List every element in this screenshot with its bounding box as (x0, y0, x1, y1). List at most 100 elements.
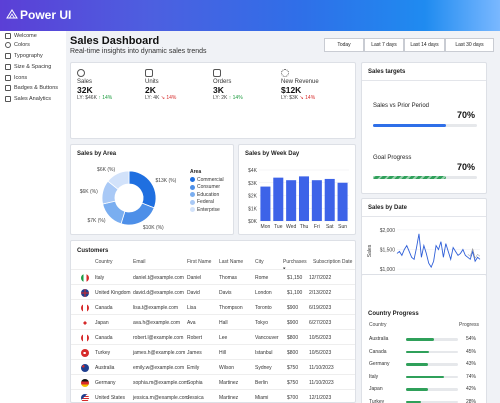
x-tick-label: Mon (261, 224, 271, 230)
box-icon (145, 69, 153, 77)
sidebar-item-typography[interactable]: Typography (5, 51, 43, 61)
kpi-units: Units 2K LY: 4K ↘ 14% (145, 69, 213, 101)
cell-purchases: $800 (287, 335, 299, 341)
x-tick-label: Fri (314, 224, 320, 230)
cell-city: Istanbul (255, 350, 273, 356)
column-header-last-name[interactable]: Last Name (219, 259, 244, 265)
table-row[interactable]: United Kingdom david.d@example.com David Da… (71, 284, 355, 300)
legend-swatch (190, 184, 195, 190)
cell-last-name: Lee (219, 335, 228, 341)
legend-item: Education (190, 191, 224, 199)
cell-city: Vancouver (255, 335, 279, 341)
bar (311, 180, 322, 221)
sidebar-item-size-spacing[interactable]: Size & Spacing (5, 62, 51, 72)
kpi-label: Sales (77, 79, 93, 85)
sidebar-item-sales-analytics[interactable]: Sales Analytics (5, 94, 51, 104)
app-title: Power UI (20, 8, 72, 22)
progress-track (406, 375, 458, 378)
pie-data-label: $10K (%) (143, 225, 164, 231)
progress-row: Australia 54% (362, 331, 486, 349)
sidebar: Welcome Colors Typography Size & Spacing… (0, 31, 66, 403)
flag-icon (81, 379, 89, 387)
table-row[interactable]: Italy daniel.t@example.com Daniel Thomas Rom… (71, 269, 355, 285)
cell-purchases: $800 (287, 350, 299, 356)
card-title: Sales by Date (368, 205, 408, 211)
legend-label: Education (197, 191, 220, 198)
column-header-progress: Progress (459, 322, 480, 328)
table-row[interactable]: United States jessica.m@example.com Jessic… (71, 389, 355, 402)
table-row[interactable]: Canada lisa.t@example.com Lisa Thompson Toro… (71, 299, 355, 315)
column-header-subscription-date[interactable]: Subscription Date (313, 259, 353, 265)
cell-city: Sydney (255, 365, 272, 371)
pie-slice (102, 200, 126, 225)
date-range-group: Today Last 7 days Last 14 days Last 30 d… (324, 38, 494, 52)
range-14-days-button[interactable]: Last 14 days (404, 38, 445, 52)
cell-last-name: Wilson (219, 365, 235, 371)
flag-icon (81, 334, 89, 342)
bar (273, 177, 284, 221)
cell-email: ava.h@example.com (133, 320, 181, 326)
flag-icon (81, 319, 89, 327)
table-row[interactable]: Germany sophia.m@example.com Sophia Martine… (71, 374, 355, 390)
cell-country: Turkey (95, 350, 111, 356)
column-header-purchases[interactable]: Purchases ▾ (283, 259, 307, 272)
column-header-country[interactable]: Country (95, 259, 113, 265)
cell-email: lisa.t@example.com (133, 305, 179, 311)
range-7-days-button[interactable]: Last 7 days (364, 38, 404, 52)
main-content: Sales Dashboard Real-time insights into … (66, 31, 500, 403)
pie-slice (120, 202, 155, 226)
customers-card: Customers Country Email First Name Last … (70, 240, 356, 403)
progress-row: Italy 74% (362, 369, 486, 387)
progress-fill (406, 400, 421, 403)
cell-first-name: David (187, 290, 200, 296)
progress-fill (406, 375, 445, 378)
cell-subscription-date: 10/5/2023 (309, 335, 332, 341)
cell-subscription-date: 11/10/2023 (309, 365, 334, 371)
sidebar-item-welcome[interactable]: Welcome (5, 31, 37, 41)
progress-country: Canada (369, 348, 387, 355)
sidebar-item-icons[interactable]: Icons (5, 73, 27, 83)
cell-email: robert.l@example.com (133, 335, 184, 341)
cell-country: United Kingdom (95, 290, 131, 296)
progress-row: Turkey 28% (362, 394, 486, 403)
progress-track (406, 338, 458, 341)
cell-first-name: Daniel (187, 275, 202, 281)
cell-country: Italy (95, 275, 105, 281)
pie-data-label: $6K (%) (80, 189, 98, 195)
range-30-days-button[interactable]: Last 30 days (445, 38, 494, 52)
range-today-button[interactable]: Today (324, 38, 364, 52)
cell-purchases: $900 (287, 305, 299, 311)
legend-label: Enterprise (197, 206, 220, 213)
sidebar-item-label: Typography (14, 53, 43, 59)
cell-purchases: $1,100 (287, 290, 303, 296)
grid-icon (5, 75, 11, 81)
column-header-first-name[interactable]: First Name (187, 259, 212, 265)
table-row[interactable]: Australia emily.w@example.com Emily Wilson S… (71, 359, 355, 375)
progress-track (406, 400, 458, 403)
sidebar-item-label: Badges & Buttons (14, 85, 59, 91)
sidebar-item-colors[interactable]: Colors (5, 40, 30, 50)
legend-item: Enterprise (190, 206, 224, 214)
table-row[interactable]: Canada robert.l@example.com Robert Lee Vanco… (71, 329, 355, 345)
cell-last-name: Martinez (219, 380, 239, 386)
cell-purchases: $750 (287, 380, 299, 386)
sidebar-item-label: Welcome (14, 33, 37, 39)
table-row[interactable]: Turkey james.h@example.com James Hill Istanb… (71, 344, 355, 360)
cell-first-name: Emily (187, 365, 200, 371)
x-tick-label: Thu (300, 224, 309, 230)
column-header-email[interactable]: Email (133, 259, 146, 265)
sidebar-item-badges-buttons[interactable]: Badges & Buttons (5, 83, 58, 93)
legend-label: Commercial (197, 176, 224, 183)
dollar-icon (77, 69, 85, 77)
table-row[interactable]: Japan ava.h@example.com Ava Hall Tokyo $900 6/… (71, 314, 355, 330)
kpi-label: Units (145, 79, 159, 85)
y-tick-label: $2K (248, 194, 258, 200)
flag-icon (81, 394, 89, 402)
cell-email: sophia.m@example.com (133, 380, 189, 386)
column-header-city[interactable]: City (255, 259, 264, 265)
cell-city: Berlin (255, 380, 268, 386)
sales-targets-card: Sales targets Sales vs Prior Period 70% … (361, 62, 487, 194)
home-icon (5, 33, 11, 39)
progress-fill (406, 388, 428, 391)
y-tick-label: $2,000 (380, 228, 396, 234)
